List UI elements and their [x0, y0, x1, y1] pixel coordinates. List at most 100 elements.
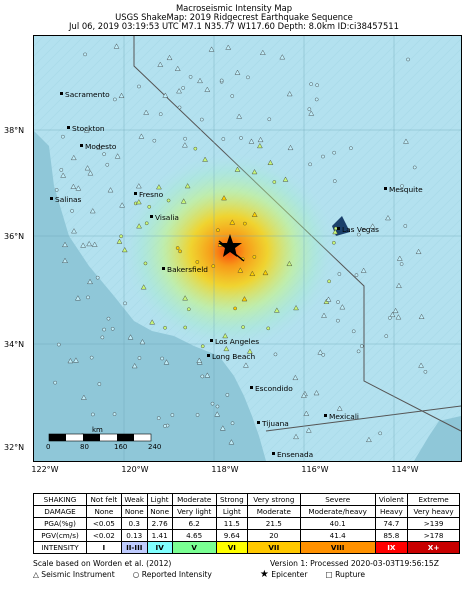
reported-intensity-marker	[137, 84, 141, 89]
seismic-instrument-marker	[313, 390, 320, 396]
legend-cell: 41.4	[299, 529, 376, 542]
seismic-instrument-marker	[243, 362, 249, 368]
legend-cell: <0.05	[86, 517, 122, 530]
station-markers	[53, 43, 428, 445]
city-label-los-angeles: Los Angeles	[215, 337, 259, 346]
seismic-instrument-marker	[62, 241, 68, 247]
seismic-instrument-marker	[251, 169, 258, 175]
map-canvas: Sacramento Stockton Modesto Salinas Fresno Vi…	[34, 36, 461, 461]
legend-cell: 6.2	[171, 517, 217, 530]
event-info: Jul 06, 2019 03:19:53 UTC M7.1 N35.77 W1…	[69, 21, 399, 31]
intensity-map[interactable]: Sacramento Stockton Modesto Salinas Fresno Vi…	[33, 35, 462, 462]
reported-intensity-marker	[221, 137, 226, 141]
scale-tick-label: 160	[114, 443, 128, 451]
city-marker	[134, 192, 137, 195]
reported-intensity-marker	[200, 117, 204, 122]
reported-intensity-marker	[351, 329, 356, 334]
reported-intensity-marker	[53, 380, 57, 385]
seismic-instrument-marker	[403, 138, 409, 144]
legend-row-header: INTENSITY	[33, 541, 87, 554]
seismic-instrument-marker	[257, 142, 263, 149]
city-label-modesto: Modesto	[85, 142, 117, 151]
reported-intensity-marker	[252, 255, 257, 259]
latitude-label: 32°N	[4, 443, 25, 452]
reported-intensity-marker	[321, 154, 325, 159]
legend-row: PGA(%g) <0.05 0.3 2.76 6.2 11.5 21.5 40.1 74.7 >1…	[33, 517, 460, 530]
seismic-instrument-marker	[332, 229, 339, 235]
seismic-instrument-marker	[143, 109, 150, 115]
reported-intensity-marker	[333, 226, 338, 231]
seismic-instrument-marker	[107, 187, 114, 193]
reported-intensity-marker	[215, 404, 220, 409]
city-label-mesquite: Mesquite	[389, 185, 423, 194]
reported-intensity-marker	[57, 342, 61, 347]
reported-intensity-marker	[225, 393, 230, 397]
seismic-instrument-marker	[234, 166, 241, 172]
reported-intensity-marker	[195, 260, 200, 264]
legend-cell: 21.5	[246, 517, 301, 530]
seismic-instrument-marker	[234, 69, 241, 75]
legend-row: SHAKING Not felt Weak Light Moderate Strong Ve…	[33, 493, 460, 506]
seismic-instrument-marker	[67, 358, 74, 364]
seismic-instrument-key: △ Seismic Instrument	[33, 570, 115, 579]
reported-intensity-marker	[241, 325, 245, 329]
reported-intensity-marker	[97, 382, 102, 386]
reported-intensity-marker	[113, 97, 117, 102]
seismic-instrument-marker	[89, 208, 96, 214]
reported-intensity-marker	[181, 86, 185, 90]
seismic-instrument-marker	[279, 54, 286, 60]
seismic-instrument-marker	[73, 357, 79, 363]
city-label-ensenada: Ensenada	[277, 450, 313, 459]
scale-tick-label: 240	[148, 443, 162, 451]
seismic-instrument-marker	[91, 241, 98, 247]
legend-cell: 0.3	[120, 517, 148, 530]
seismic-instrument-marker	[262, 269, 269, 276]
longitude-label: 114°W	[391, 465, 419, 474]
legend-row-header: PGV(cm/s)	[33, 529, 87, 542]
lake-mead	[332, 216, 350, 236]
city-label-fresno: Fresno	[139, 190, 164, 199]
seismic-instrument-marker	[86, 240, 93, 247]
reported-intensity-marker	[216, 228, 220, 232]
version-note: Version 1: Processed 2020-03-03T19:56:15…	[270, 559, 439, 568]
reported-intensity-marker	[332, 179, 337, 183]
seismic-instrument-marker	[392, 307, 399, 314]
legend-cell: IX	[374, 541, 409, 554]
legend-cell: 1.41	[146, 529, 173, 542]
seismic-instrument-marker	[366, 436, 372, 442]
seismic-instrument-marker	[81, 394, 87, 400]
reported-intensity-marker	[147, 205, 152, 209]
reported-intensity-marker	[230, 421, 235, 425]
seismic-instrument-marker	[149, 319, 155, 325]
legend-cell: 40.1	[299, 517, 376, 530]
legend-cell: Extreme	[407, 493, 460, 506]
reported-intensity-marker	[406, 57, 410, 62]
seismic-instrument-marker	[305, 427, 312, 433]
seismic-instrument-marker	[196, 357, 203, 363]
seismic-instrument-marker	[228, 439, 235, 445]
city-marker	[67, 126, 70, 129]
reported-intensity-marker	[272, 180, 277, 184]
seismic-instrument-marker	[287, 144, 294, 151]
reported-intensity-marker	[378, 431, 382, 436]
reported-intensity-marker	[308, 162, 312, 167]
reported-intensity-marker	[112, 412, 117, 416]
seismic-instrument-marker	[293, 305, 299, 311]
reported-intensity-marker	[105, 163, 110, 167]
seismic-instrument-marker	[396, 282, 402, 288]
seismic-instrument-marker	[127, 334, 134, 340]
reported-intensity-marker	[332, 150, 336, 155]
epicenter-marker	[218, 234, 245, 262]
seismic-instrument-marker	[321, 312, 327, 318]
reported-intensity-marker	[102, 152, 106, 156]
seismic-instrument-marker	[71, 228, 77, 234]
city-label-las-vegas: Las Vegas	[342, 225, 379, 234]
reported-intensity-marker	[188, 75, 193, 79]
seismic-instrument-marker	[87, 170, 94, 176]
seismic-instrument-marker	[257, 136, 264, 143]
legend-cell: 0.13	[120, 529, 148, 542]
reported-intensity-marker	[200, 374, 205, 379]
seismic-instrument-marker	[121, 247, 128, 253]
legend-cell: Light	[146, 493, 173, 506]
reported-intensity-marker	[327, 279, 331, 284]
